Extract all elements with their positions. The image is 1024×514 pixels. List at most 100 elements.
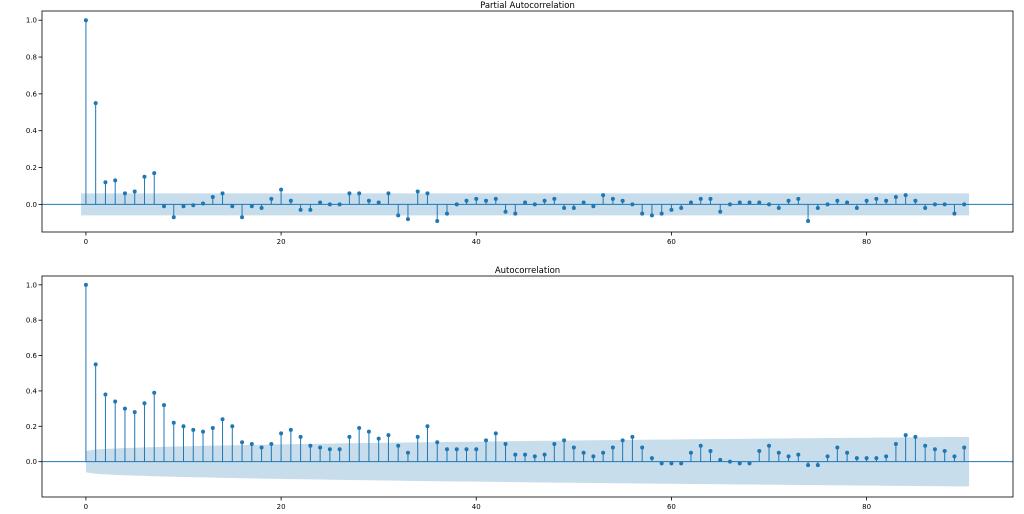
acf-point [893, 441, 898, 446]
acf-point [796, 452, 801, 457]
acf-point [601, 450, 606, 455]
acf-point [122, 406, 127, 411]
pacf-point [825, 202, 830, 207]
pacf-point [532, 202, 537, 207]
pacf-point [767, 202, 772, 207]
acf-point [327, 447, 332, 452]
pacf-point [396, 213, 401, 218]
pacf-point [298, 207, 303, 212]
pacf-y-tick-label: 0.6 [26, 90, 38, 98]
pacf-point [201, 201, 206, 206]
pacf-point [523, 200, 528, 205]
acf-point [191, 427, 196, 432]
pacf-point [142, 174, 147, 179]
pacf-point [815, 206, 820, 211]
pacf-y-tick-label: 0.4 [26, 127, 38, 135]
pacf-point [679, 206, 684, 211]
pacf-point [493, 196, 498, 201]
acf-point [230, 424, 235, 429]
acf-point [581, 450, 586, 455]
pacf-point [122, 191, 127, 196]
acf-point [688, 450, 693, 455]
pacf-point [835, 198, 840, 203]
acf-point [757, 449, 762, 454]
pacf-point [718, 209, 723, 214]
pacf-axes-frame [41, 10, 1014, 233]
pacf-point [220, 191, 225, 196]
acf-point [298, 434, 303, 439]
acf-point [279, 431, 284, 436]
pacf-point [210, 195, 215, 200]
acf-point [415, 434, 420, 439]
pacf-point [337, 202, 342, 207]
acf-point [932, 447, 937, 452]
pacf-point [708, 196, 713, 201]
acf-point [181, 424, 186, 429]
pacf-point [513, 211, 518, 216]
pacf-point [191, 203, 196, 208]
acf-point [503, 441, 508, 446]
acf-point [464, 447, 469, 452]
acf-point [269, 441, 274, 446]
pacf-point [854, 206, 859, 211]
pacf-point [464, 198, 469, 203]
pacf-point [932, 202, 937, 207]
acf-point [727, 459, 732, 464]
acf-point [874, 456, 879, 461]
pacf-point [484, 198, 489, 203]
acf-point [776, 450, 781, 455]
acf-point [93, 362, 98, 367]
pacf-point [259, 206, 264, 211]
pacf-point [591, 204, 596, 209]
acf-point [610, 445, 615, 450]
pacf-point [669, 207, 674, 212]
acf-point [435, 440, 440, 445]
pacf-point [327, 202, 332, 207]
pacf-title: Partial Autocorrelation [480, 1, 575, 11]
acf-point [249, 441, 254, 446]
pacf-point [249, 204, 254, 209]
acf-point [337, 447, 342, 452]
acf-panel: Autocorrelation 0 20 40 60 80 0.0 0.2 0.4 0.6 0.8… [26, 266, 1014, 511]
pacf-point [152, 171, 157, 176]
pacf-point [366, 198, 371, 203]
pacf-point [640, 211, 645, 216]
pacf-panel: Partial Autocorrelation 0 20 40 60 80 0.0 0.2 0… [26, 1, 1014, 246]
pacf-point [113, 178, 118, 183]
pacf-x-tick-label: 0 [84, 238, 88, 246]
pacf-point [161, 204, 166, 209]
acf-point [649, 456, 654, 461]
acf-point [718, 457, 723, 462]
acf-point [542, 452, 547, 457]
pacf-point [962, 202, 967, 207]
acf-point [220, 417, 225, 422]
acf-point [952, 454, 957, 459]
acf-point [679, 461, 684, 466]
acf-point [942, 449, 947, 454]
acf-point [259, 445, 264, 450]
pacf-point [884, 198, 889, 203]
acf-y-tick-label: 0.0 [26, 458, 37, 466]
pacf-y-tick-label: 1.0 [26, 17, 37, 25]
acf-point [669, 461, 674, 466]
acf-point [83, 282, 88, 287]
acf-point [357, 426, 362, 431]
pacf-x-tick-label: 20 [277, 238, 286, 246]
pacf-point [698, 196, 703, 201]
pacf-point [796, 196, 801, 201]
acf-point [806, 463, 811, 468]
acf-point [708, 449, 713, 454]
pacf-point [171, 215, 176, 220]
pacf-point [659, 211, 664, 216]
acf-point [347, 434, 352, 439]
pacf-point [230, 204, 235, 209]
acf-point [425, 424, 430, 429]
acf-point [884, 454, 889, 459]
acf-point [698, 443, 703, 448]
pacf-point [474, 196, 479, 201]
acf-point [376, 436, 381, 441]
acf-point [923, 443, 928, 448]
acf-x-tick-label: 0 [84, 503, 88, 511]
acf-point [201, 429, 206, 434]
acf-x-tick-label: 20 [277, 503, 286, 511]
